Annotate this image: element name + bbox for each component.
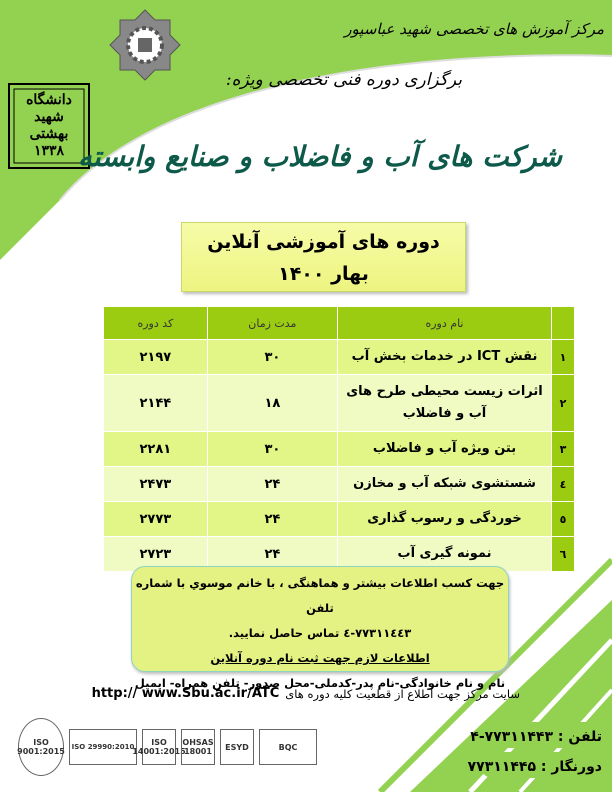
header-duration: مدت زمان	[206, 306, 339, 340]
cell-name: خوردگی و رسوب گذاری	[337, 501, 552, 537]
phone-number: ۷۷۳۱۱۴۴۳-۴	[470, 729, 553, 745]
title-line-1: دوره های آموزشی آنلاین	[207, 231, 440, 253]
cell-num: ٥	[551, 501, 575, 537]
info-line-3: اطلاعات لازم جهت ثبت نام دوره آنلاین	[210, 651, 430, 665]
university-logo-text: دانشگاه شهید بهشتی ۱۳۳۸	[26, 92, 72, 159]
phone-label: تلفن :	[557, 729, 602, 745]
website-line: سایت مرکز جهت اطلاع از قطعیت کلیه دوره ه…	[80, 686, 520, 701]
table-header-row: نام دوره مدت زمان کد دوره	[103, 306, 575, 340]
cell-name: نقش ICT در خدمات بخش آب	[337, 339, 552, 375]
certification-logo: ESYD	[220, 729, 254, 765]
cell-duration: ۲۴	[206, 501, 339, 537]
fax-label: دورنگار :	[540, 759, 602, 775]
university-logo	[8, 83, 90, 169]
cell-name: اثرات زیست محیطی طرح های آب و فاضلاب	[337, 374, 552, 432]
certification-logo: ISO 14001:2015	[132, 729, 186, 765]
table-row: ٥ خوردگی و رسوب گذاری ۲۴ ۲۷۷۳	[103, 501, 575, 537]
info-line-2: ٧٧٣١١٤٤٣-٤ تماس حاصل نمایید.	[228, 626, 412, 640]
cell-name: بتن ویژه آب و فاضلاب	[337, 431, 552, 467]
certification-logo: ISO 9001:2015	[17, 718, 65, 776]
subtitle: برگزاری دوره فنی تخصصی ویژه:	[225, 70, 462, 90]
cell-code: ۲۱۹۷	[103, 339, 208, 375]
table-row: ۱ نقش ICT در خدمات بخش آب ۳۰ ۲۱۹۷	[103, 339, 575, 375]
info-line-1: جهت کسب اطلاعات بیشتر و هماهنگی ، با خان…	[135, 576, 505, 615]
cell-code: ۲۷۷۳	[103, 501, 208, 537]
cell-num: ۱	[551, 339, 575, 375]
cell-code: ۲۲۸۱	[103, 431, 208, 467]
cell-num: ٦	[551, 536, 575, 572]
cell-duration: ۲۴	[206, 466, 339, 502]
courses-table: نام دوره مدت زمان کد دوره ۱ نقش ICT در خد…	[103, 306, 575, 572]
table-row: ۳ بتن ویژه آب و فاضلاب ۳۰ ۲۲۸۱	[103, 431, 575, 467]
cell-num: ٤	[551, 466, 575, 502]
certification-logo: BQC	[259, 729, 317, 765]
cell-duration: ۳۰	[206, 339, 339, 375]
website-link[interactable]: http:// www.Sbu.ac.ir/ATC	[91, 686, 280, 701]
header-name: نام دوره	[337, 306, 552, 340]
center-name: مرکز آموزش های تخصصی شهید عباسپور	[344, 20, 604, 38]
header-code: کد دوره	[103, 306, 208, 340]
headline: شرکت های آب و فاضلاب و صنایع وابسته	[77, 140, 562, 173]
cell-num: ۲	[551, 374, 575, 432]
fax-number: ۷۷۳۱۱۴۴۵	[467, 759, 536, 775]
cell-name: شستشوی شبکه آب و مخازن	[337, 466, 552, 502]
title-box: دوره های آموزشی آنلاین بهار ۱۴۰۰	[181, 222, 466, 292]
header-num	[551, 306, 575, 340]
certification-logo: OHSAS 18001	[181, 729, 215, 765]
table-row: ٤ شستشوی شبکه آب و مخازن ۲۴ ۲۴۷۳	[103, 466, 575, 502]
title-line-2: بهار ۱۴۰۰	[278, 263, 369, 285]
cell-num: ۳	[551, 431, 575, 467]
contact-info: تلفن : ۷۷۳۱۱۴۴۳-۴ دورنگار : ۷۷۳۱۱۴۴۵	[468, 722, 602, 782]
table-row: ۲ اثرات زیست محیطی طرح های آب و فاضلاب ۱۸ ۲…	[103, 374, 575, 432]
certification-logo: ISO 29990:2010	[69, 729, 137, 765]
certification-logos: ISO 9001:2015 ISO 29990:2010 ISO 14001:201…	[17, 718, 317, 776]
info-line-4: نام و نام خانوادگی-نام پدر-کدملی-محل صدو…	[134, 676, 506, 690]
cell-duration: ۱۸	[206, 374, 339, 432]
center-logo	[109, 9, 181, 81]
info-box: جهت کسب اطلاعات بیشتر و هماهنگی ، با خان…	[131, 566, 509, 690]
website-text: سایت مرکز جهت اطلاع از قطعیت کلیه دوره ه…	[285, 686, 520, 701]
cell-code: ۲۴۷۳	[103, 466, 208, 502]
cell-code: ۲۱۴۴	[103, 374, 208, 432]
cell-duration: ۳۰	[206, 431, 339, 467]
